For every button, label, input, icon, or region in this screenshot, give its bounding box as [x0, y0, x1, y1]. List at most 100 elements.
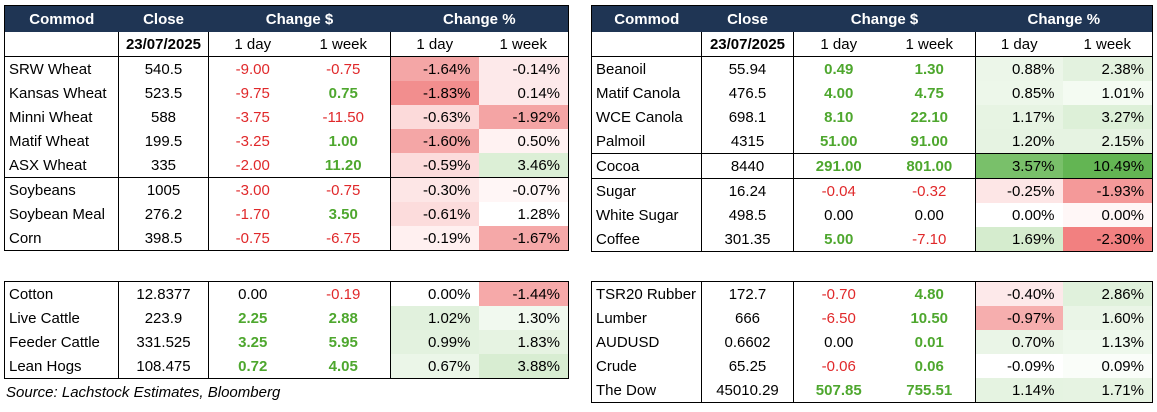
change-1day: 5.00	[793, 227, 884, 252]
change-1week: 4.75	[914, 84, 944, 102]
table-row: Crude 65.25 -0.06 0.06 -0.09% 0.09%	[591, 354, 1153, 378]
change-1week: 5.95	[328, 333, 358, 351]
pct-1day: -1.60%	[390, 129, 479, 153]
pct-1day: 0.88%	[975, 56, 1063, 81]
pct-1week: 1.71%	[1062, 378, 1153, 403]
change-1week: -0.32	[883, 178, 976, 203]
pct-1day: -0.63%	[390, 105, 479, 129]
pct-1day: 3.57%	[975, 153, 1063, 179]
change-1day: 0.00	[208, 281, 297, 306]
pct-1day: -0.97%	[975, 306, 1063, 330]
change-1day: 8.10	[824, 108, 854, 126]
pct-1day: 0.00%	[975, 203, 1063, 227]
pct-1day: 1.02%	[390, 306, 479, 330]
pct-1day: 0.99%	[390, 330, 479, 354]
pct-1day: 1.69%	[975, 227, 1063, 252]
change-1day: -0.75	[208, 226, 297, 251]
close-value: 55.94	[701, 56, 794, 81]
table-row: SRW Wheat 540.5 -9.00 -0.75 -1.64% -0.14%	[4, 56, 570, 81]
pct-1day: -0.61%	[390, 202, 479, 226]
pct-1day: 0.70%	[975, 330, 1063, 354]
pct-1week: 2.86%	[1062, 281, 1153, 306]
table-row: Lumber 666 -6.50 10.50 -0.97% 1.60%	[591, 306, 1153, 330]
close-value: 8440	[701, 153, 794, 179]
table-row: Kansas Wheat 523.5 -9.75 0.75 -1.83% 0.14%	[4, 81, 570, 105]
pct-1week: -1.67%	[478, 226, 570, 251]
change-1day: 4.00	[824, 84, 854, 102]
commodity-name: Crude	[591, 354, 702, 378]
softs-oils-table: Commod Close Change $ Change % 23/07/2025 1 d…	[591, 5, 1154, 252]
header-row: Commod Close Change $ Change %	[591, 5, 1153, 32]
table-row: ASX Wheat 335 -2.00 11.20 -0.59% 3.46%	[4, 153, 570, 178]
header-close: Close	[118, 5, 209, 32]
pct-1day: 1.20%	[975, 129, 1063, 154]
pct-1week: -1.93%	[1062, 178, 1154, 203]
change-1week: -11.50	[322, 108, 364, 126]
commodity-name: Sugar	[591, 178, 702, 203]
close-value: 276.2	[118, 202, 209, 226]
header-change-pct: Change %	[390, 5, 569, 32]
pct-1week: 1.13%	[1062, 330, 1153, 354]
header-row: Commod Close Change $ Change %	[4, 5, 569, 32]
change-1day: -9.75	[235, 84, 270, 102]
commodity-name: Lean Hogs	[4, 354, 119, 379]
commodity-name: Live Cattle	[4, 306, 119, 330]
commodity-name: Palmoil	[591, 129, 702, 154]
pct-1week: 10.49%	[1062, 153, 1154, 179]
livestock-cotton-table: Cotton 12.8377 0.00 -0.19 0.00% -1.44% Live Ca…	[4, 281, 569, 379]
subheader-w1: 1 week	[478, 32, 569, 57]
pct-1week: 0.09%	[1062, 354, 1153, 378]
pct-1week: 0.50%	[478, 129, 570, 153]
pct-1day: -0.19%	[390, 226, 479, 251]
table-row: Sugar 16.24 -0.04 -0.32 -0.25% -1.93%	[591, 178, 1154, 203]
close-value: 335	[118, 153, 209, 178]
close-value: 698.1	[701, 105, 794, 129]
change-1week: -0.75	[296, 177, 391, 202]
table-row: TSR20 Rubber 172.7 -0.70 4.80 -0.40% 2.86%	[591, 281, 1153, 306]
close-value: 108.475	[118, 354, 209, 379]
commodity-name: SRW Wheat	[4, 56, 119, 81]
change-1week: 22.10	[910, 108, 949, 126]
commodity-name: Corn	[4, 226, 119, 251]
change-1day: -3.00	[208, 177, 297, 202]
header-change-dollar: Change $	[208, 5, 391, 32]
change-1day: -0.06	[821, 357, 856, 375]
commodity-name: The Dow	[591, 378, 702, 403]
table-row: AUDUSD 0.6602 0.00 0.01 0.70% 1.13%	[591, 330, 1153, 354]
close-value: 331.525	[118, 330, 209, 354]
pct-1day: -1.64%	[390, 56, 479, 81]
pct-1day: -0.30%	[390, 177, 479, 202]
change-1week: -0.75	[326, 60, 361, 78]
change-1week: 1.00	[328, 132, 358, 150]
pct-1week: 1.60%	[1062, 306, 1153, 330]
close-value: 498.5	[701, 203, 794, 227]
pct-1week: 3.27%	[1062, 105, 1154, 129]
close-value: 398.5	[118, 226, 209, 251]
macro-misc-table: TSR20 Rubber 172.7 -0.70 4.80 -0.40% 2.86% Lum…	[591, 281, 1153, 403]
close-value: 0.6602	[701, 330, 794, 354]
pct-1week: -1.92%	[478, 105, 570, 129]
subheader-w1: 1 week	[296, 32, 391, 57]
pct-1week: 2.15%	[1062, 129, 1154, 154]
change-1week: 0.01	[914, 333, 944, 351]
pct-1day: 0.85%	[975, 81, 1063, 105]
header-close: Close	[701, 5, 794, 32]
header-change-pct: Change %	[975, 5, 1153, 32]
change-1week: 91.00	[910, 132, 949, 150]
commodity-name: Kansas Wheat	[4, 81, 119, 105]
table-row: Matif Canola 476.5 4.00 4.75 0.85% 1.01%	[591, 81, 1154, 105]
commodity-name: Beanoil	[591, 56, 702, 81]
change-1week: 801.00	[883, 153, 976, 179]
header-change-dollar: Change $	[793, 5, 976, 32]
pct-1week: 2.38%	[1062, 56, 1154, 81]
change-1day: 51.00	[819, 132, 858, 150]
close-value: 523.5	[118, 81, 209, 105]
change-1day: -0.04	[793, 178, 884, 203]
close-value: 588	[118, 105, 209, 129]
change-1day: 291.00	[793, 153, 884, 179]
close-value: 1005	[118, 177, 209, 202]
pct-1week: -1.44%	[478, 281, 569, 306]
close-value: 12.8377	[118, 281, 209, 306]
commodity-name: Lumber	[591, 306, 702, 330]
pct-1week: 1.01%	[1062, 81, 1154, 105]
